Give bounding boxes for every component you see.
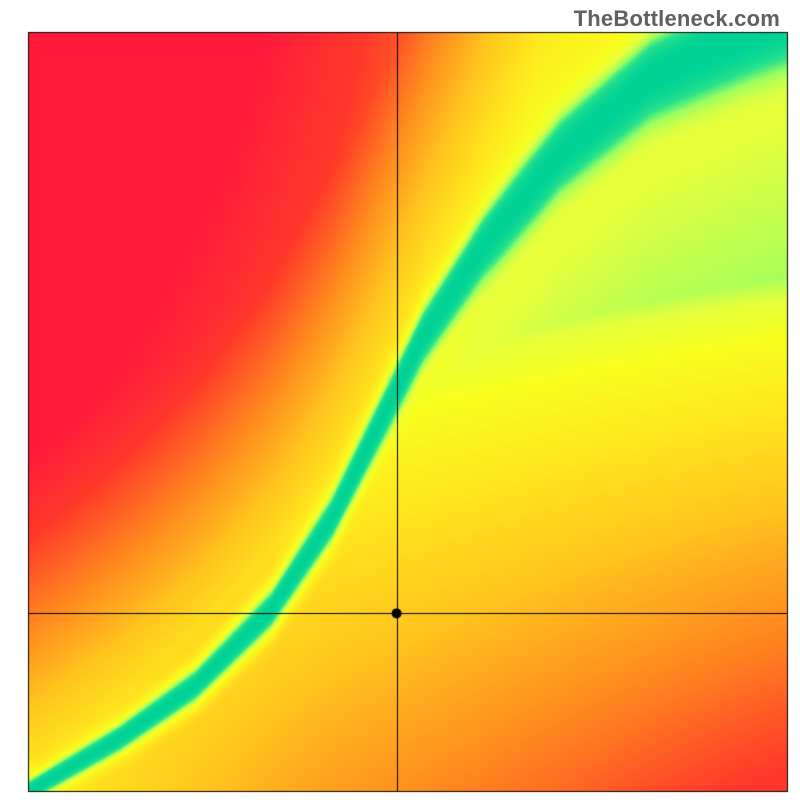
chart-container: TheBottleneck.com	[0, 0, 800, 800]
heatmap-canvas	[0, 0, 800, 800]
watermark-text: TheBottleneck.com	[574, 6, 780, 32]
